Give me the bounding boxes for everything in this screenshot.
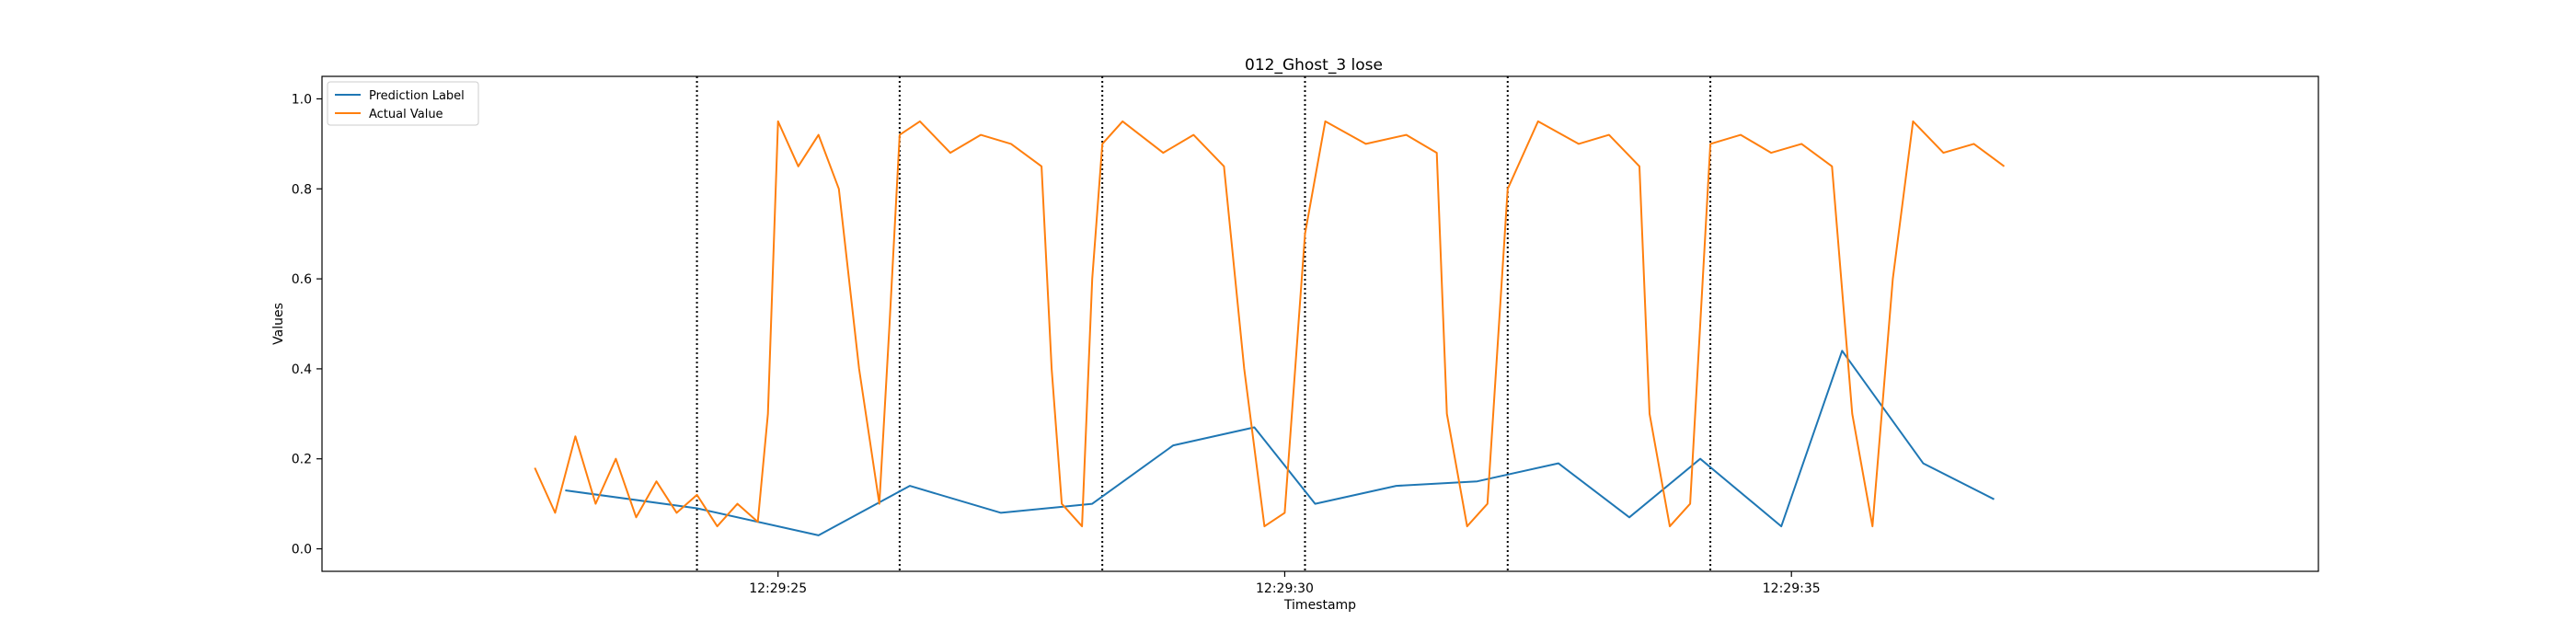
legend-label-prediction-label: Prediction Label [369,89,465,103]
y-tick-label: 1.0 [292,92,312,107]
y-axis: 0.0 0.2 0.4 0.6 0.8 1.0 [292,92,322,558]
x-tick-label: 12:29:30 [1256,581,1314,596]
y-tick-label: 0.2 [292,453,312,467]
x-axis-label: Timestamp [1283,598,1356,613]
legend-box [327,81,479,126]
series-line-actual-value [534,120,2006,528]
x-tick-label: 12:29:25 [749,581,807,596]
y-tick-label: 0.0 [292,543,312,558]
x-axis: 12:29:25 12:29:30 12:29:35 [749,571,1821,596]
y-tick-label: 0.6 [292,272,312,287]
plot-frame [321,75,2319,572]
series-line-prediction-label [565,350,1995,536]
x-tick-label: 12:29:35 [1763,581,1821,596]
series-layer [534,120,2006,536]
legend: Prediction Label Actual Value [327,81,479,126]
vertical-markers [696,76,1712,571]
y-axis-label: Values [271,303,286,345]
y-tick-label: 0.8 [292,182,312,197]
y-tick-label: 0.4 [292,362,312,377]
chart-title: 012_Ghost_3 lose [1245,56,1383,75]
legend-label-actual-value: Actual Value [369,108,443,121]
